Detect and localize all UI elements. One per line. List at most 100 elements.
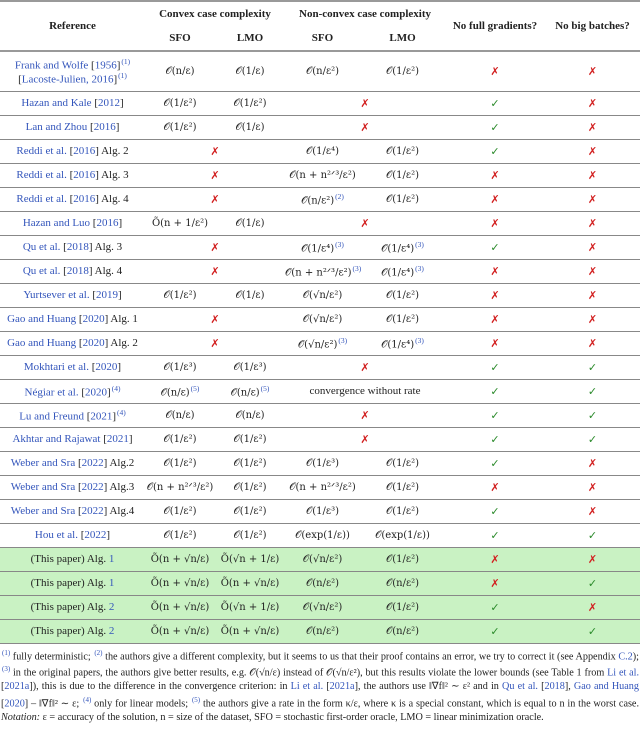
footnote-link[interactable]: C.2 [618, 650, 633, 662]
nonconvex-lmo-cell: 𝒪(1/ε⁴)(3) [360, 235, 445, 259]
no-big-batches-cross-icon: ✗ [587, 65, 598, 78]
footnote-marker[interactable]: (5) [190, 383, 200, 393]
complexity-value: 𝒪(1/ε³) [233, 362, 267, 373]
year-link[interactable]: 2016 [73, 193, 96, 205]
author-link[interactable]: Lan and Zhou [25, 121, 88, 133]
nonconvex-sfo-cell: 𝒪(√n/ε²) [285, 547, 360, 571]
footnote-link[interactable]: 2020 [4, 698, 25, 710]
complexity-value: 𝒪(n/ε²) [385, 626, 420, 637]
year-link[interactable]: 2018 [66, 241, 89, 253]
footnote-marker[interactable]: (3) [415, 335, 424, 345]
year-link[interactable]: 2020 [82, 337, 105, 349]
author-link[interactable]: Weber and Sra [10, 457, 76, 469]
footnote-link[interactable]: Gao and Huang [573, 681, 639, 693]
complexity-value: 𝒪(n/ε²) [385, 578, 420, 589]
footnote-link[interactable]: 2021a [329, 681, 355, 693]
footnote-marker[interactable]: (5) [260, 383, 270, 393]
no-full-gradients-check-icon: ✓ [490, 529, 500, 542]
citation-link[interactable]: Lacoste-Julien, 2016 [21, 73, 114, 86]
author-link[interactable]: Mokhtari et al. [23, 361, 89, 373]
complexity-value: Õ(n + √n/ε) [150, 554, 210, 565]
year-link[interactable]: 2016 [93, 121, 116, 133]
author-link[interactable]: Qu et al. [22, 265, 61, 277]
no-full-gradients-cross-icon: ✗ [490, 193, 500, 206]
nonconvex-sfo-cell: 𝒪(1/ε⁴)(3) [285, 235, 360, 259]
nonconvex-lmo-cell: 𝒪(1/ε²) [360, 51, 445, 91]
footnote-marker[interactable]: (3) [352, 263, 362, 273]
year-link[interactable]: 2020 [95, 361, 118, 373]
footnote-marker[interactable]: (4) [111, 383, 121, 393]
algorithm-link[interactable]: 2 [108, 601, 115, 613]
year-link[interactable]: 2016 [96, 217, 119, 229]
year-link[interactable]: 2022 [81, 505, 104, 517]
author-link[interactable]: Reddi et al. [16, 145, 67, 157]
footnote-marker[interactable]: (3) [415, 239, 424, 249]
author-link[interactable]: Hazan and Luo [22, 217, 91, 229]
footnote-marker[interactable]: (3) [335, 239, 344, 249]
footnote-marker[interactable]: (1) [118, 71, 127, 81]
author-link[interactable]: Weber and Sra [10, 505, 76, 517]
footnote-text: Notation: [1, 712, 41, 724]
year-link[interactable]: 2018 [66, 265, 89, 277]
no-big-batches-cross-icon: ✗ [587, 289, 598, 302]
author-link[interactable]: Frank and Wolfe [14, 59, 89, 72]
complexity-value: 𝒪(1/ε³) [305, 506, 340, 517]
year-link[interactable]: 2016 [73, 145, 96, 157]
footnote-marker[interactable]: (2) [94, 648, 103, 657]
footnote-marker[interactable]: (3) [2, 665, 11, 674]
year-link[interactable]: 2021 [106, 433, 129, 445]
author-link[interactable]: Hou et al. [34, 529, 78, 541]
footnote-marker[interactable]: (1) [2, 648, 11, 657]
footnote-marker[interactable]: (4) [83, 696, 92, 705]
algorithm-link[interactable]: 1 [108, 577, 115, 589]
complexity-value: Õ(n + √n/ε) [220, 626, 280, 637]
author-link[interactable]: Reddi et al. [16, 193, 67, 205]
author-link[interactable]: Hazan and Kale [21, 97, 92, 109]
year-link[interactable]: 2020 [85, 386, 108, 399]
convex-lmo-cell: Õ(n + √n/ε) [215, 619, 285, 643]
year-link[interactable]: 2020 [82, 313, 105, 325]
algorithm-link[interactable]: 2 [108, 625, 115, 637]
author-link[interactable]: Weber and Sra [10, 481, 76, 493]
footnote-link[interactable]: Li et al. [290, 681, 324, 693]
year-link[interactable]: 1956 [94, 59, 117, 72]
footnote-link[interactable]: 2018 [544, 681, 565, 693]
footnote-marker[interactable]: (3) [415, 263, 424, 273]
year-link[interactable]: 2022 [81, 457, 104, 469]
nonconvex-sfo-cell: 𝒪(1/ε³) [285, 451, 360, 475]
complexity-value: 𝒪(1/ε²) [163, 506, 197, 517]
footnote-marker[interactable]: (5) [191, 696, 201, 705]
reference-cell: (This paper) Alg. 1 [0, 571, 145, 595]
author-link[interactable]: Akhtar and Rajawat [12, 433, 101, 445]
complexity-value: 𝒪(√n/ε²) [302, 290, 343, 301]
footnote-link[interactable]: Qu et al. [502, 681, 538, 693]
complexity-value: 𝒪(1/ε²) [385, 314, 420, 325]
footnote-marker[interactable]: (1) [121, 56, 131, 66]
complexity-value: Õ(n + √n/ε) [150, 578, 210, 589]
author-link[interactable]: Qu et al. [22, 241, 61, 253]
author-link[interactable]: Gao and Huang [7, 337, 77, 349]
algorithm-link[interactable]: 1 [108, 553, 115, 565]
no-full-gradients-check-icon: ✓ [490, 457, 500, 470]
author-link[interactable]: Négiar et al. [24, 386, 79, 399]
footnote-marker[interactable]: (3) [338, 335, 348, 345]
author-link[interactable]: Gao and Huang [7, 313, 77, 325]
year-link[interactable]: 2019 [96, 289, 119, 301]
author-link[interactable]: Lu and Freund [19, 410, 84, 423]
footnote-marker[interactable]: (2) [335, 191, 344, 201]
footnote-text: [ [1, 698, 5, 710]
convex-sfo-cell: 𝒪(1/ε²) [145, 451, 215, 475]
year-link[interactable]: 2021 [90, 410, 113, 423]
author-link[interactable]: Yurtsever et al. [23, 289, 90, 301]
year-link[interactable]: 2016 [73, 169, 96, 181]
year-link[interactable]: 2022 [81, 481, 104, 493]
algorithm-label: Alg.2 [109, 457, 135, 469]
footnote-link[interactable]: 2021a [4, 681, 30, 693]
author-link[interactable]: Reddi et al. [16, 169, 67, 181]
footnote-marker[interactable]: (4) [117, 407, 126, 417]
footnote-link[interactable]: Li et al. [607, 667, 639, 679]
year-link[interactable]: 2022 [84, 529, 107, 541]
no-big-batches-check-icon: ✓ [587, 409, 598, 422]
year-link[interactable]: 2012 [98, 97, 120, 109]
convex-sfo-cell: 𝒪(1/ε²) [145, 283, 215, 307]
